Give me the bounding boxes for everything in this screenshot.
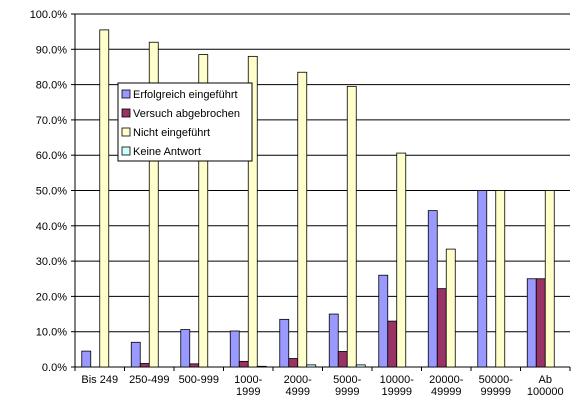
legend-box [117,82,253,162]
bar-erfolgreich-eingef-hrt [378,274,389,368]
x-tick-label: 5000- [333,374,361,386]
bar-versuch-abgebrochen [139,363,150,368]
bar-versuch-abgebrochen [535,278,546,368]
x-axis-tick-labels: Bis 249 250-499 500-999 1000-1999 2000-4999 5… [81,374,563,398]
y-tick-label: 0.0% [42,362,67,374]
bar-erfolgreich-eingef-hrt [477,190,488,368]
legend-label: Erfolgreich eingeführt [133,89,238,101]
x-tick-label: Ab [539,374,552,386]
x-tick-label: 49999 [431,386,462,398]
legend-swatch [121,146,131,156]
bar-versuch-abgebrochen [288,358,299,368]
x-tick-label: 2000- [284,374,312,386]
x-tick-label: 1999 [236,386,260,398]
bar-nicht-eingef-hrt [198,54,209,368]
x-tick-label: 10000- [380,374,415,386]
bar-versuch-abgebrochen [189,363,200,368]
y-tick-label: 60.0% [36,150,67,162]
legend-swatch [121,127,131,137]
bar-nicht-eingef-hrt [346,85,357,368]
y-tick-label: 30.0% [36,256,67,268]
bar-nicht-eingef-hrt [445,248,456,368]
x-tick-label: Bis 249 [81,374,118,386]
y-tick-label: 50.0% [36,186,67,198]
x-tick-label: 1000- [234,374,262,386]
bar-erfolgreich-eingef-hrt [81,350,92,368]
bar-nicht-eingef-hrt [148,41,159,368]
y-tick-label: 80.0% [36,80,67,92]
y-tick-label: 40.0% [36,221,67,233]
legend: Erfolgreich eingeführt Versuch abgebroche… [117,82,253,162]
bar-versuch-abgebrochen [238,360,249,368]
x-tick-label: 9999 [335,386,359,398]
bar-erfolgreich-eingef-hrt [427,210,438,368]
bar-versuch-abgebrochen [436,288,447,368]
bar-erfolgreich-eingef-hrt [180,329,191,368]
y-tick-label: 100.0% [30,9,68,21]
bar-nicht-eingef-hrt [495,190,506,368]
legend-label: Keine Antwort [133,146,201,158]
x-tick-label: 20000- [429,374,464,386]
bar-nicht-eingef-hrt [396,152,407,368]
bars [81,29,555,368]
bar-keine-antwort [256,365,267,368]
x-tick-label: 50000- [479,374,514,386]
x-tick-label: 99999 [480,386,511,398]
axes [71,13,571,371]
x-tick-label: 500-999 [179,374,219,386]
bar-erfolgreich-eingef-hrt [229,330,240,368]
bar-nicht-eingef-hrt [544,190,555,368]
bar-erfolgreich-eingef-hrt [328,313,339,368]
y-tick-label: 20.0% [36,291,67,303]
bar-nicht-eingef-hrt [247,55,258,368]
bar-keine-antwort [306,364,317,368]
bar-versuch-abgebrochen [337,351,348,368]
bar-keine-antwort [355,364,366,368]
x-tick-label: 250-499 [129,374,169,386]
legend-swatch [121,108,131,118]
bar-erfolgreich-eingef-hrt [279,318,290,368]
y-tick-label: 90.0% [36,44,67,56]
bar-nicht-eingef-hrt [99,29,110,368]
bar-versuch-abgebrochen [387,320,398,368]
x-tick-label: 100000 [527,386,564,398]
legend-label: Nicht eingeführt [133,127,210,139]
y-tick-label: 10.0% [36,327,67,339]
bar-nicht-eingef-hrt [297,71,308,368]
bar-erfolgreich-eingef-hrt [526,278,537,368]
x-tick-label: 4999 [286,386,310,398]
legend-swatch [121,89,131,99]
x-tick-label: 19999 [381,386,412,398]
legend-label: Versuch abgebrochen [133,108,240,120]
y-axis-tick-labels: 0.0% 10.0% 20.0% 30.0% 40.0% 50.0% 60.0% 70.0% 8… [30,9,68,374]
y-tick-label: 70.0% [36,115,67,127]
bar-erfolgreich-eingef-hrt [130,341,141,368]
